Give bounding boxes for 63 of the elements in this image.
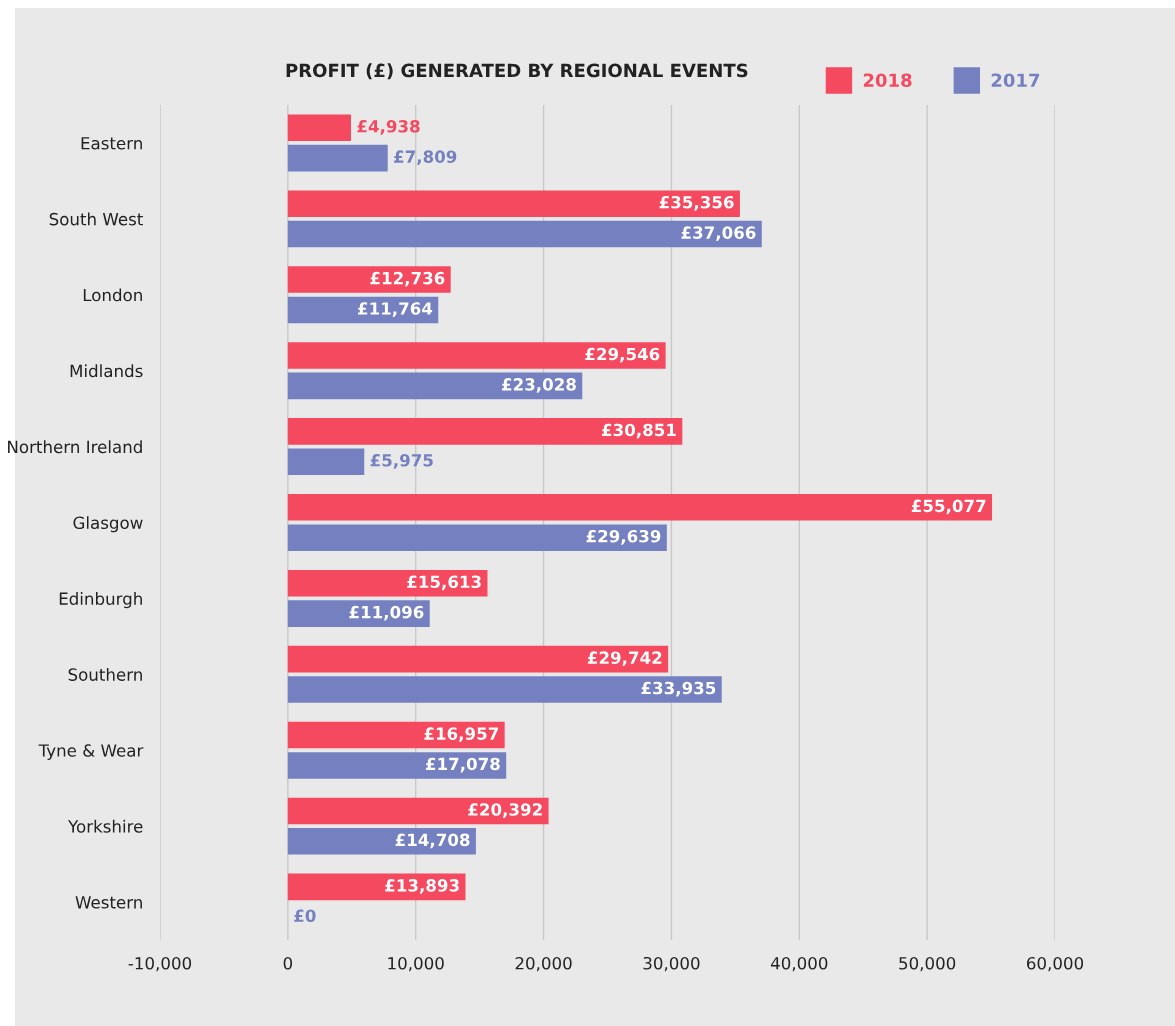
bar [287, 797, 549, 825]
data-label: £23,028 [502, 378, 576, 393]
y-tick-label: Yorkshire [68, 819, 143, 833]
data-label: £33,935 [641, 681, 716, 697]
data-label: £14,708 [395, 833, 470, 849]
bar [287, 645, 669, 673]
y-tick-label: Western [75, 896, 142, 909]
y-tick-label: Northern Ireland [8, 440, 142, 454]
bar [287, 448, 365, 476]
chart-title: PROFIT (£) GENERATED BY REGIONAL EVENTS [286, 63, 748, 80]
y-tick-label: South West [49, 212, 143, 226]
y-tick-label: Edinburgh [59, 592, 142, 609]
x-tick-label: -10,000 [128, 956, 192, 972]
bar [287, 600, 430, 627]
data-label: £20,392 [468, 803, 542, 818]
data-label: £15,613 [407, 575, 481, 591]
y-tick-label: Glasgow [73, 516, 143, 533]
bar [287, 569, 488, 597]
data-label: £11,096 [349, 605, 424, 621]
data-label: £12,736 [370, 271, 445, 287]
legend-label: 2017 [991, 73, 1040, 88]
bar [287, 524, 667, 551]
y-tick-label: London [83, 288, 142, 302]
bar [287, 220, 762, 248]
data-label: £11,764 [358, 302, 433, 317]
data-label: £17,078 [425, 757, 500, 773]
data-label: £30,851 [602, 423, 676, 439]
bar [287, 266, 451, 293]
data-label: £29,742 [587, 651, 662, 667]
bar [287, 828, 476, 855]
x-tick-label: 60,000 [1027, 956, 1084, 972]
data-label: £37,066 [681, 226, 756, 242]
x-tick-label: 10,000 [388, 956, 444, 972]
bar [287, 144, 388, 172]
data-label: £13,893 [385, 879, 459, 894]
bar [287, 190, 740, 217]
data-label: £29,546 [585, 347, 660, 363]
y-tick-label: Southern [68, 667, 142, 681]
data-label: £35,356 [659, 195, 734, 211]
bar [287, 752, 507, 779]
bar [287, 114, 351, 142]
data-label: £0 [294, 909, 316, 923]
y-tick-label: Midlands [70, 364, 143, 378]
bar [287, 494, 993, 521]
bar [287, 418, 683, 445]
data-label: £29,639 [586, 529, 661, 545]
bar [287, 676, 722, 703]
bar [287, 721, 505, 749]
data-label: £7,809 [394, 150, 457, 166]
data-label: £55,077 [911, 499, 986, 515]
y-tick-label: Tyne & Wear [38, 744, 144, 761]
data-label: £4,938 [357, 120, 420, 135]
legend-label: 2018 [863, 73, 912, 88]
data-label: £16,957 [424, 727, 498, 743]
bar [287, 372, 583, 400]
x-tick-label: 40,000 [770, 956, 828, 972]
x-tick-label: 0 [283, 956, 293, 970]
data-label: £5,975 [370, 454, 433, 469]
y-tick-label: Eastern [81, 137, 142, 150]
x-tick-label: 20,000 [515, 956, 572, 972]
bar [287, 342, 666, 369]
x-tick-label: 30,000 [643, 956, 700, 972]
x-tick-label: 50,000 [899, 956, 956, 972]
